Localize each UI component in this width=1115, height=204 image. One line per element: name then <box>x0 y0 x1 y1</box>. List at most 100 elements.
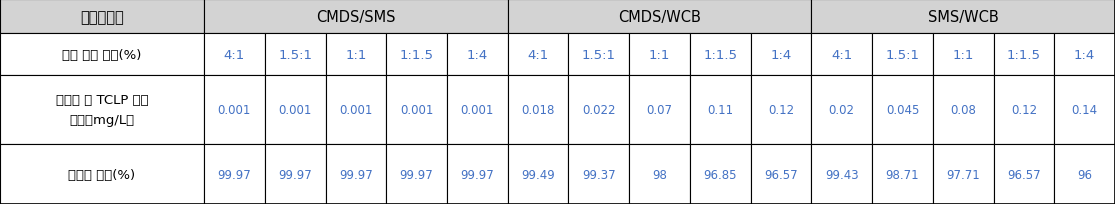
Bar <box>629 75 690 144</box>
Text: 96.85: 96.85 <box>704 168 737 181</box>
Bar <box>993 144 1055 204</box>
Text: 안정화재료: 안정화재료 <box>80 10 124 25</box>
Bar <box>507 0 812 34</box>
Text: 96.57: 96.57 <box>764 168 798 181</box>
Bar <box>326 75 386 144</box>
Text: 1:1.5: 1:1.5 <box>399 48 434 61</box>
Text: 0.12: 0.12 <box>768 103 794 116</box>
Bar <box>872 75 933 144</box>
Bar <box>386 75 447 144</box>
Text: 96: 96 <box>1077 168 1092 181</box>
Bar <box>690 144 750 204</box>
Text: 0.11: 0.11 <box>707 103 734 116</box>
Text: SMS/WCB: SMS/WCB <box>928 10 999 25</box>
Text: 99.97: 99.97 <box>339 168 372 181</box>
Bar <box>0 34 204 75</box>
Text: 4:1: 4:1 <box>224 48 245 61</box>
Bar <box>0 75 204 144</box>
Text: 99.49: 99.49 <box>521 168 555 181</box>
Bar <box>326 144 386 204</box>
Bar <box>1055 34 1115 75</box>
Bar <box>933 75 993 144</box>
Text: 99.97: 99.97 <box>217 168 251 181</box>
Text: 99.37: 99.37 <box>582 168 615 181</box>
Bar <box>326 34 386 75</box>
Bar <box>447 144 507 204</box>
Bar <box>933 34 993 75</box>
Bar <box>447 75 507 144</box>
Bar <box>750 144 812 204</box>
Bar <box>812 75 872 144</box>
Text: 0.022: 0.022 <box>582 103 615 116</box>
Bar <box>750 75 812 144</box>
Text: 99.97: 99.97 <box>460 168 494 181</box>
Text: 98: 98 <box>652 168 667 181</box>
Text: 1:1: 1:1 <box>649 48 670 61</box>
Text: 1:1.5: 1:1.5 <box>704 48 737 61</box>
Bar <box>204 144 264 204</box>
Text: 0.02: 0.02 <box>828 103 855 116</box>
Text: 98.71: 98.71 <box>885 168 919 181</box>
Bar <box>872 144 933 204</box>
Bar <box>690 75 750 144</box>
Bar <box>1055 144 1115 204</box>
Text: 1:4: 1:4 <box>1074 48 1095 61</box>
Text: 0.07: 0.07 <box>647 103 672 116</box>
Bar <box>447 34 507 75</box>
Text: 0.08: 0.08 <box>950 103 976 116</box>
Text: 0.018: 0.018 <box>522 103 555 116</box>
Text: 1:4: 1:4 <box>770 48 792 61</box>
Bar <box>204 0 507 34</box>
Bar <box>993 75 1055 144</box>
Text: 1.5:1: 1.5:1 <box>582 48 615 61</box>
Text: 1:1: 1:1 <box>346 48 367 61</box>
Text: 4:1: 4:1 <box>831 48 852 61</box>
Text: 99.97: 99.97 <box>279 168 312 181</box>
Text: 0.001: 0.001 <box>400 103 434 116</box>
Bar <box>507 144 569 204</box>
Bar <box>204 75 264 144</box>
Bar <box>386 34 447 75</box>
Bar <box>569 34 629 75</box>
Text: 1:1: 1:1 <box>952 48 973 61</box>
Text: 0.001: 0.001 <box>460 103 494 116</box>
Bar <box>569 144 629 204</box>
Bar <box>872 34 933 75</box>
Bar <box>933 144 993 204</box>
Text: 0.045: 0.045 <box>885 103 919 116</box>
Bar <box>1055 75 1115 144</box>
Bar <box>264 75 326 144</box>
Bar <box>993 34 1055 75</box>
Text: 안정화 후 TCLP 용출: 안정화 후 TCLP 용출 <box>56 94 148 107</box>
Bar <box>812 144 872 204</box>
Text: 0.001: 0.001 <box>339 103 372 116</box>
Bar <box>507 75 569 144</box>
Text: 99.97: 99.97 <box>399 168 434 181</box>
Text: 1.5:1: 1.5:1 <box>885 48 920 61</box>
Bar <box>629 34 690 75</box>
Text: 0.14: 0.14 <box>1072 103 1097 116</box>
Text: 농도（mg/L）: 농도（mg/L） <box>69 113 135 126</box>
Text: 0.001: 0.001 <box>217 103 251 116</box>
Text: 99.43: 99.43 <box>825 168 859 181</box>
Bar <box>812 0 1115 34</box>
Bar <box>629 144 690 204</box>
Bar <box>264 34 326 75</box>
Text: CMDS/SMS: CMDS/SMS <box>317 10 396 25</box>
Bar <box>204 34 264 75</box>
Bar <box>569 75 629 144</box>
Text: 1.5:1: 1.5:1 <box>278 48 312 61</box>
Text: 안정화 효율(%): 안정화 효율(%) <box>68 168 136 181</box>
Text: 1:4: 1:4 <box>467 48 488 61</box>
Text: 1:1.5: 1:1.5 <box>1007 48 1041 61</box>
Text: 소재 혼합 비율(%): 소재 혼합 비율(%) <box>62 48 142 61</box>
Text: 96.57: 96.57 <box>1007 168 1040 181</box>
Bar <box>750 34 812 75</box>
Bar <box>690 34 750 75</box>
Bar <box>0 144 204 204</box>
Text: 0.001: 0.001 <box>279 103 312 116</box>
Text: CMDS/WCB: CMDS/WCB <box>618 10 701 25</box>
Bar <box>264 144 326 204</box>
Text: 0.12: 0.12 <box>1011 103 1037 116</box>
Text: 4:1: 4:1 <box>527 48 549 61</box>
